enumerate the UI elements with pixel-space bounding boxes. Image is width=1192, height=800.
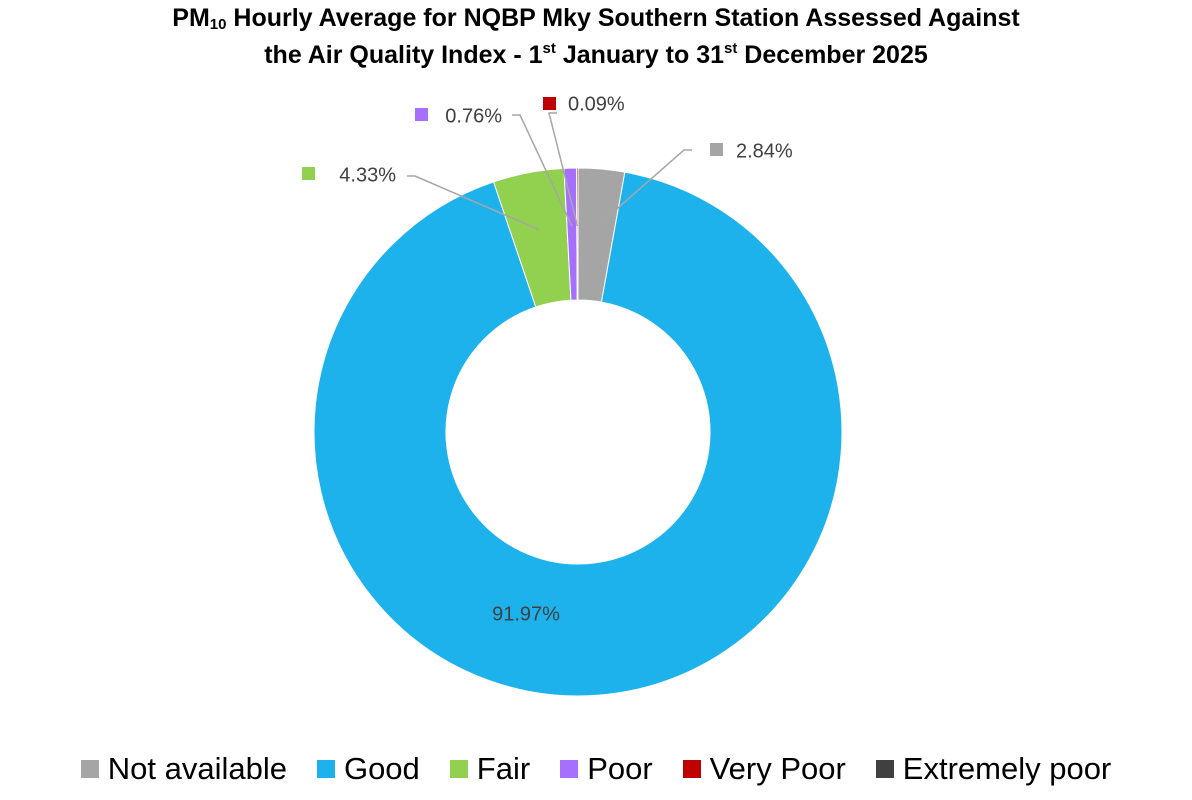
- legend-item-not-available: Not available: [80, 751, 287, 787]
- legend: Not available Good Fair Poor Very Poor Extrem…: [0, 746, 1192, 792]
- legend-swatch-not-available: [80, 760, 99, 778]
- legend-swatch-fair: [449, 760, 468, 778]
- title-text-line2-c: December 2025: [737, 41, 928, 69]
- legend-label-poor: Poor: [587, 751, 653, 786]
- legend-label-not-available: Not available: [107, 751, 287, 786]
- chart-title: PM10 Hourly Average for NQBP Mky Souther…: [0, 0, 1192, 74]
- legend-item-extremely-poor: Extremely poor: [875, 751, 1112, 787]
- chart-title-line-1: PM10 Hourly Average for NQBP Mky Souther…: [0, 0, 1192, 37]
- slice-good: [313, 171, 843, 697]
- title-superscript-2: st: [724, 40, 738, 57]
- legend-label-extremely-poor: Extremely poor: [902, 751, 1112, 786]
- legend-swatch-very-poor: [682, 760, 701, 778]
- legend-label-very-poor: Very Poor: [709, 751, 846, 786]
- legend-item-very-poor: Very Poor: [682, 751, 846, 787]
- title-text-line2-b: January to 31: [555, 41, 725, 69]
- data-label-key-very-poor: [543, 97, 556, 110]
- leader-lines: [407, 112, 692, 231]
- donut-slices: [313, 167, 843, 697]
- data-label-good: 91.97%: [492, 603, 560, 625]
- data-label-poor: 0.76%: [445, 105, 502, 127]
- leader-line-poor: [512, 114, 573, 227]
- legend-label-fair: Fair: [476, 751, 531, 786]
- legend-label-good: Good: [343, 751, 420, 786]
- data-label-key-fair: [302, 167, 315, 180]
- legend-item-fair: Fair: [449, 751, 531, 787]
- donut-chart: 2.84% 91.97% 4.33% 0.76% 0.09%: [302, 93, 843, 697]
- legend-swatch-poor: [560, 760, 579, 778]
- data-label-key-not-available: [710, 143, 723, 156]
- legend-item-good: Good: [316, 751, 420, 787]
- leader-line-very-poor: [548, 112, 579, 227]
- title-superscript-1: st: [542, 40, 556, 57]
- data-label-not-available: 2.84%: [736, 140, 793, 162]
- leader-line-not-available: [595, 149, 692, 228]
- legend-swatch-extremely-poor: [875, 760, 894, 778]
- legend-swatch-good: [316, 760, 335, 778]
- slice-very-poor: [576, 167, 579, 301]
- data-label-very-poor: 0.09%: [568, 93, 625, 115]
- legend-item-poor: Poor: [560, 751, 653, 787]
- title-subscript: 10: [209, 16, 227, 33]
- leader-line-fair: [407, 175, 540, 231]
- chart-title-line-2: the Air Quality Index - 1st January to 3…: [0, 37, 1192, 74]
- data-label-key-poor: [415, 108, 428, 121]
- title-text-pm: PM: [172, 4, 210, 32]
- data-labels: 2.84% 91.97% 4.33% 0.76% 0.09%: [302, 93, 793, 625]
- title-text-line2-a: the Air Quality Index - 1: [264, 41, 543, 69]
- title-text-line1: Hourly Average for NQBP Mky Southern Sta…: [226, 4, 1020, 32]
- data-label-fair: 4.33%: [339, 164, 396, 186]
